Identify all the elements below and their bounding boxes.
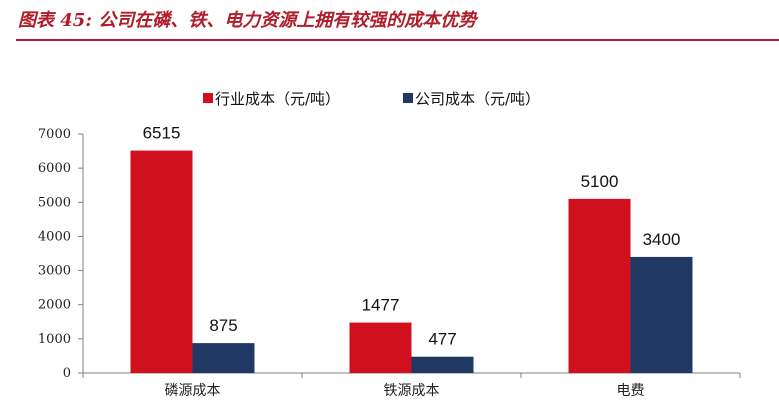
title-rule <box>16 39 779 41</box>
data-label: 3400 <box>643 230 681 249</box>
y-tick-label: 2000 <box>38 298 71 313</box>
y-tick-label: 7000 <box>38 127 71 142</box>
bar <box>349 322 412 373</box>
legend-swatch <box>203 93 213 103</box>
y-tick-label: 3000 <box>38 264 71 279</box>
y-tick-label: 0 <box>63 366 71 381</box>
x-tick-label: 电费 <box>617 383 645 399</box>
data-labels: 6515 875 1477 477 5100 3400 <box>143 124 681 349</box>
bar <box>630 256 693 373</box>
data-label: 5100 <box>581 172 619 191</box>
x-axis: 磷源成本 铁源成本 电费 <box>82 372 741 399</box>
x-tick-label: 铁源成本 <box>384 383 440 399</box>
x-tick-label: 磷源成本 <box>165 383 221 399</box>
bar <box>192 343 255 373</box>
legend-label: 行业成本（元/吨） <box>215 90 340 108</box>
y-tick-label: 6000 <box>38 161 71 176</box>
y-tick-label: 4000 <box>38 229 71 244</box>
y-axis: 0 1000 2000 3000 4000 5000 6000 7000 <box>38 127 84 381</box>
data-label: 875 <box>209 316 237 335</box>
legend-label: 公司成本（元/吨） <box>415 90 540 108</box>
figure-title: 图表 45: 公司在磷、铁、电力资源上拥有较强的成本优势 <box>18 10 477 31</box>
bars <box>130 150 693 373</box>
bar <box>130 150 193 373</box>
bar <box>411 356 474 373</box>
legend: 行业成本（元/吨） 公司成本（元/吨） <box>203 90 540 108</box>
y-tick-label: 1000 <box>38 332 71 347</box>
legend-swatch <box>403 93 413 103</box>
bar <box>568 198 631 373</box>
data-label: 1477 <box>362 296 400 315</box>
data-label: 6515 <box>143 124 181 143</box>
y-tick-label: 5000 <box>38 195 71 210</box>
data-label: 477 <box>428 330 456 349</box>
